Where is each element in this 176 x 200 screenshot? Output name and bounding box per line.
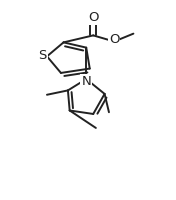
Text: N: N (81, 75, 91, 88)
Text: S: S (38, 49, 47, 62)
Text: O: O (109, 33, 120, 46)
Text: O: O (88, 11, 99, 24)
